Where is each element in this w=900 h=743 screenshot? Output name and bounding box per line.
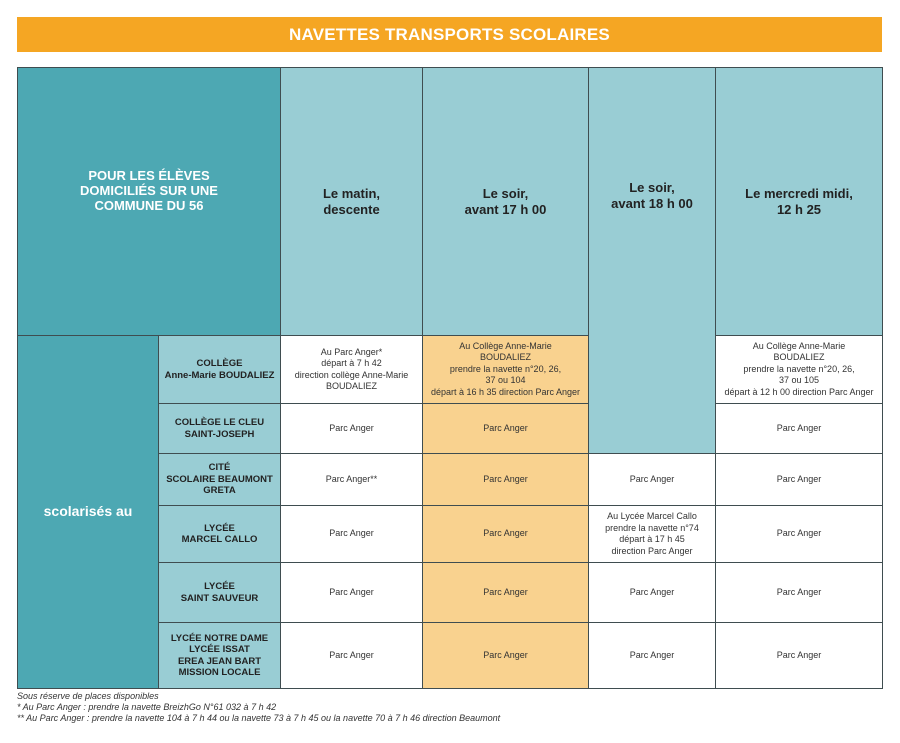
page-title-banner: NAVETTES TRANSPORTS SCOLAIRES (17, 17, 882, 52)
cell-line: direction collège Anne-Marie (294, 369, 409, 380)
cell-soir18: Parc Anger (588, 453, 716, 506)
school-line: SCOLAIRE BEAUMONT (166, 473, 273, 485)
header-soir18-line2: avant 18 h 00 (611, 196, 693, 211)
header-matin: Le matin, descente (280, 67, 423, 336)
cell-soir18: Parc Anger (588, 622, 716, 689)
header-soir-17h: Le soir, avant 17 h 00 (422, 67, 589, 336)
schedule-table: POUR LES ÉLÈVES DOMICILIÉS SUR UNE COMMU… (17, 67, 883, 689)
cell-mercredi: Parc Anger (715, 562, 883, 623)
cell-mercredi: Au Collège Anne-Marie BOUDALIEZ prendre la… (715, 335, 883, 404)
table-row: LYCÉE MARCEL CALLO Parc Anger Parc Anger … (18, 505, 883, 563)
header-soir17-line1: Le soir, (482, 185, 529, 201)
cell-mercredi: Parc Anger (715, 453, 883, 506)
cell-soir17: Au Collège Anne-Marie BOUDALIEZ prendre la… (422, 335, 589, 404)
cell-line: BOUDALIEZ (773, 352, 825, 363)
school-line: SAINT SAUVEUR (180, 592, 259, 604)
school-name: COLLÈGE LE CLEU SAINT-JOSEPH (158, 403, 281, 454)
footnote-reserve: Sous réserve de places disponibles (17, 691, 159, 701)
cell-soir17: Parc Anger (422, 505, 589, 563)
side-label: scolarisés au (17, 335, 159, 689)
table-row: CITÉ SCOLAIRE BEAUMONT GRETA Parc Anger** … (18, 453, 883, 506)
table-row: scolarisés au COLLÈGE Anne-Marie BOUDALIE… (17, 335, 883, 689)
cell-soir18: Au Lycée Marcel Callo prendre la navette … (588, 505, 716, 563)
footnote-single-star: * Au Parc Anger : prendre la navette Bre… (17, 702, 277, 712)
school-line: Anne-Marie BOUDALIEZ (164, 369, 275, 381)
cell-line: départ à 7 h 42 (321, 358, 382, 368)
header-mercredi: Le mercredi midi, 12 h 25 (715, 67, 883, 336)
header-matin-line1: Le matin, (322, 185, 381, 201)
school-line: EREA JEAN BART (177, 655, 262, 667)
cell-line: 37 ou 104 (485, 375, 526, 386)
cell-line: BOUDALIEZ (325, 381, 377, 391)
school-name: LYCÉE MARCEL CALLO (158, 505, 281, 563)
cell-mercredi: Parc Anger (715, 505, 883, 563)
school-line: LYCÉE ISSAT (189, 644, 250, 655)
cell-soir17: Parc Anger (422, 453, 589, 506)
cell-matin: Parc Anger (280, 403, 423, 454)
cell-matin: Parc Anger (280, 622, 423, 689)
cell-line: Au Parc Anger* (320, 346, 383, 357)
cell-line: prendre la navette n°20, 26, (449, 363, 562, 374)
table-row: LYCÉE SAINT SAUVEUR Parc Anger Parc Anger… (18, 562, 883, 623)
cell-matin: Parc Anger** (280, 453, 423, 506)
cell-soir17: Parc Anger (422, 403, 589, 454)
cell-mercredi: Parc Anger (715, 622, 883, 689)
table-row: LYCÉE NOTRE DAME LYCÉE ISSAT EREA JEAN BAR… (18, 622, 883, 689)
school-name: LYCÉE SAINT SAUVEUR (158, 562, 281, 623)
cell-mercredi: Parc Anger (715, 403, 883, 454)
footnotes: Sous réserve de places disponibles * Au … (17, 691, 500, 724)
header-mercredi-line2: 12 h 25 (776, 201, 822, 217)
school-name: LYCÉE NOTRE DAME LYCÉE ISSAT EREA JEAN BAR… (158, 622, 281, 689)
school-line: MARCEL CALLO (181, 534, 258, 545)
header-mercredi-line1: Le mercredi midi, (745, 185, 853, 201)
header-row: POUR LES ÉLÈVES DOMICILIÉS SUR UNE COMMU… (17, 67, 883, 454)
footnote-double-star: ** Au Parc Anger : prendre la navette 10… (17, 713, 501, 723)
header-matin-line2: descente (323, 201, 380, 217)
cell-line: départ à 12 h 00 direction Parc Anger (724, 386, 874, 397)
cell-line: BOUDALIEZ (479, 352, 531, 363)
school-line: SAINT-JOSEPH (184, 428, 255, 440)
cell-matin: Parc Anger (280, 505, 423, 563)
cell-line: départ à 17 h 45 (619, 534, 685, 544)
cell-soir18: Parc Anger (588, 562, 716, 623)
cell-line: direction Parc Anger (611, 545, 693, 556)
cell-line: Au Lycée Marcel Callo (607, 511, 697, 521)
cell-line: Au Collège Anne-Marie (752, 340, 846, 351)
page-title: NAVETTES TRANSPORTS SCOLAIRES (289, 24, 610, 44)
cell-line: Au Collège Anne-Marie (459, 340, 552, 351)
cell-line: prendre la navette n°74 (605, 522, 699, 533)
cell-line: départ à 16 h 35 direction Parc Anger (430, 386, 581, 397)
cell-line: prendre la navette n°20, 26, (743, 363, 855, 374)
school-line: LYCÉE (204, 522, 235, 534)
table-row: COLLÈGE LE CLEU SAINT-JOSEPH Parc Anger P… (18, 403, 883, 454)
school-line: GRETA (203, 485, 236, 497)
header-soir-18h: Le soir, avant 18 h 00 (588, 67, 716, 454)
school-name: CITÉ SCOLAIRE BEAUMONT GRETA (158, 453, 281, 506)
cell-soir17: Parc Anger (422, 622, 589, 689)
school-line: MISSION LOCALE (178, 667, 261, 678)
school-line: LYCÉE (204, 581, 235, 592)
school-line: COLLÈGE LE CLEU (174, 417, 265, 428)
header-soir17-line2: avant 17 h 00 (464, 201, 547, 217)
school-line: LYCÉE NOTRE DAME (170, 632, 269, 644)
cell-soir17: Parc Anger (422, 562, 589, 623)
header-soir18-line1: Le soir, (629, 180, 675, 195)
header-corner: POUR LES ÉLÈVES DOMICILIÉS SUR UNE COMMU… (17, 67, 281, 336)
school-line: CITÉ (208, 462, 231, 474)
cell-matin: Parc Anger (280, 562, 423, 623)
cell-matin: Au Parc Anger* départ à 7 h 42 direction c… (280, 335, 423, 404)
cell-line: 37 ou 105 (778, 375, 820, 386)
school-name: COLLÈGE Anne-Marie BOUDALIEZ (158, 335, 281, 404)
school-line: COLLÈGE (196, 358, 243, 369)
